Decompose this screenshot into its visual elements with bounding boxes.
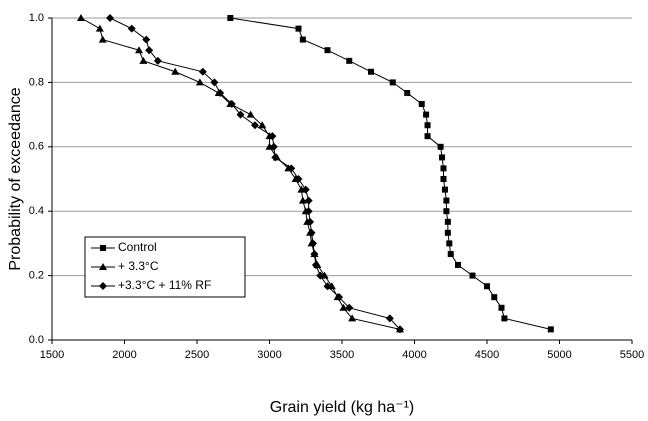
marker (295, 25, 302, 32)
marker (153, 56, 162, 65)
marker (227, 15, 234, 21)
x-tick-label: 4500 (475, 349, 499, 361)
marker (446, 240, 453, 247)
legend-label: +3.3°C + 11% RF (118, 278, 211, 292)
marker (441, 186, 448, 193)
marker (310, 250, 319, 259)
marker (77, 14, 85, 21)
marker (246, 110, 255, 118)
marker (444, 229, 451, 236)
marker (306, 217, 315, 226)
marker (424, 133, 431, 140)
marker (547, 326, 554, 333)
marker (491, 294, 498, 301)
marker (324, 47, 331, 54)
marker (311, 260, 320, 269)
x-tick-label: 5000 (547, 349, 571, 361)
marker (323, 282, 332, 291)
marker (287, 164, 296, 173)
marker (271, 153, 280, 162)
marker (443, 208, 450, 215)
marker (307, 228, 316, 237)
marker (404, 90, 411, 97)
marker (216, 89, 225, 98)
marker (171, 67, 180, 75)
marker (484, 283, 490, 290)
marker (98, 35, 107, 43)
marker (368, 68, 374, 75)
marker (95, 24, 104, 32)
y-tick-label: 0.6 (29, 141, 44, 153)
marker (443, 197, 450, 204)
marker (348, 314, 357, 322)
marker (440, 176, 447, 182)
marker (447, 251, 454, 258)
marker (210, 78, 219, 87)
marker (198, 67, 207, 76)
marker (501, 315, 508, 322)
x-tick-label: 2500 (185, 349, 209, 361)
marker (389, 79, 396, 86)
marker (127, 24, 136, 33)
marker (236, 110, 245, 119)
marker (437, 143, 444, 150)
x-tick-label: 4000 (402, 349, 426, 361)
marker (227, 99, 236, 108)
legend-label: + 3.3°C (118, 259, 159, 273)
marker (316, 271, 325, 280)
marker (100, 245, 106, 251)
marker (268, 132, 277, 141)
marker (423, 111, 430, 118)
marker (439, 154, 446, 161)
marker (396, 325, 404, 334)
marker (498, 304, 505, 311)
marker (418, 100, 425, 107)
marker (298, 196, 307, 204)
y-tick-label: 0.4 (29, 205, 44, 217)
marker (195, 78, 204, 86)
marker (299, 36, 306, 43)
marker (385, 314, 394, 323)
marker (99, 282, 107, 290)
marker (304, 207, 313, 216)
marker (301, 185, 310, 194)
y-tick-label: 0.0 (29, 334, 44, 346)
marker (444, 218, 451, 225)
marker (269, 142, 278, 151)
marker (440, 165, 447, 172)
marker (424, 122, 431, 129)
series-line (230, 17, 551, 330)
marker (294, 175, 303, 183)
marker (346, 57, 353, 64)
x-tick-label: 1500 (40, 349, 64, 361)
legend-label: Control (118, 240, 157, 254)
y-axis-title: Probability of exceedance (7, 87, 24, 270)
marker (135, 46, 143, 54)
x-tick-label: 2000 (112, 349, 136, 361)
marker (251, 121, 259, 130)
x-tick-label: 5500 (620, 349, 644, 361)
marker (145, 46, 154, 55)
marker (345, 303, 354, 312)
marker (339, 303, 348, 311)
marker (304, 196, 313, 205)
y-tick-label: 0.2 (29, 270, 44, 282)
x-axis-title: Grain yield (kg ha⁻¹) (270, 399, 415, 416)
x-tick-label: 3000 (257, 349, 281, 361)
marker (335, 293, 344, 302)
marker (309, 239, 317, 248)
marker (99, 263, 107, 270)
marker (455, 261, 461, 268)
marker (139, 56, 148, 64)
marker (469, 272, 476, 279)
y-tick-label: 1.0 (29, 12, 44, 24)
marker (258, 121, 267, 129)
marker (142, 35, 151, 44)
x-tick-label: 3500 (330, 349, 354, 361)
marker (106, 14, 114, 22)
y-tick-label: 0.8 (29, 76, 44, 88)
